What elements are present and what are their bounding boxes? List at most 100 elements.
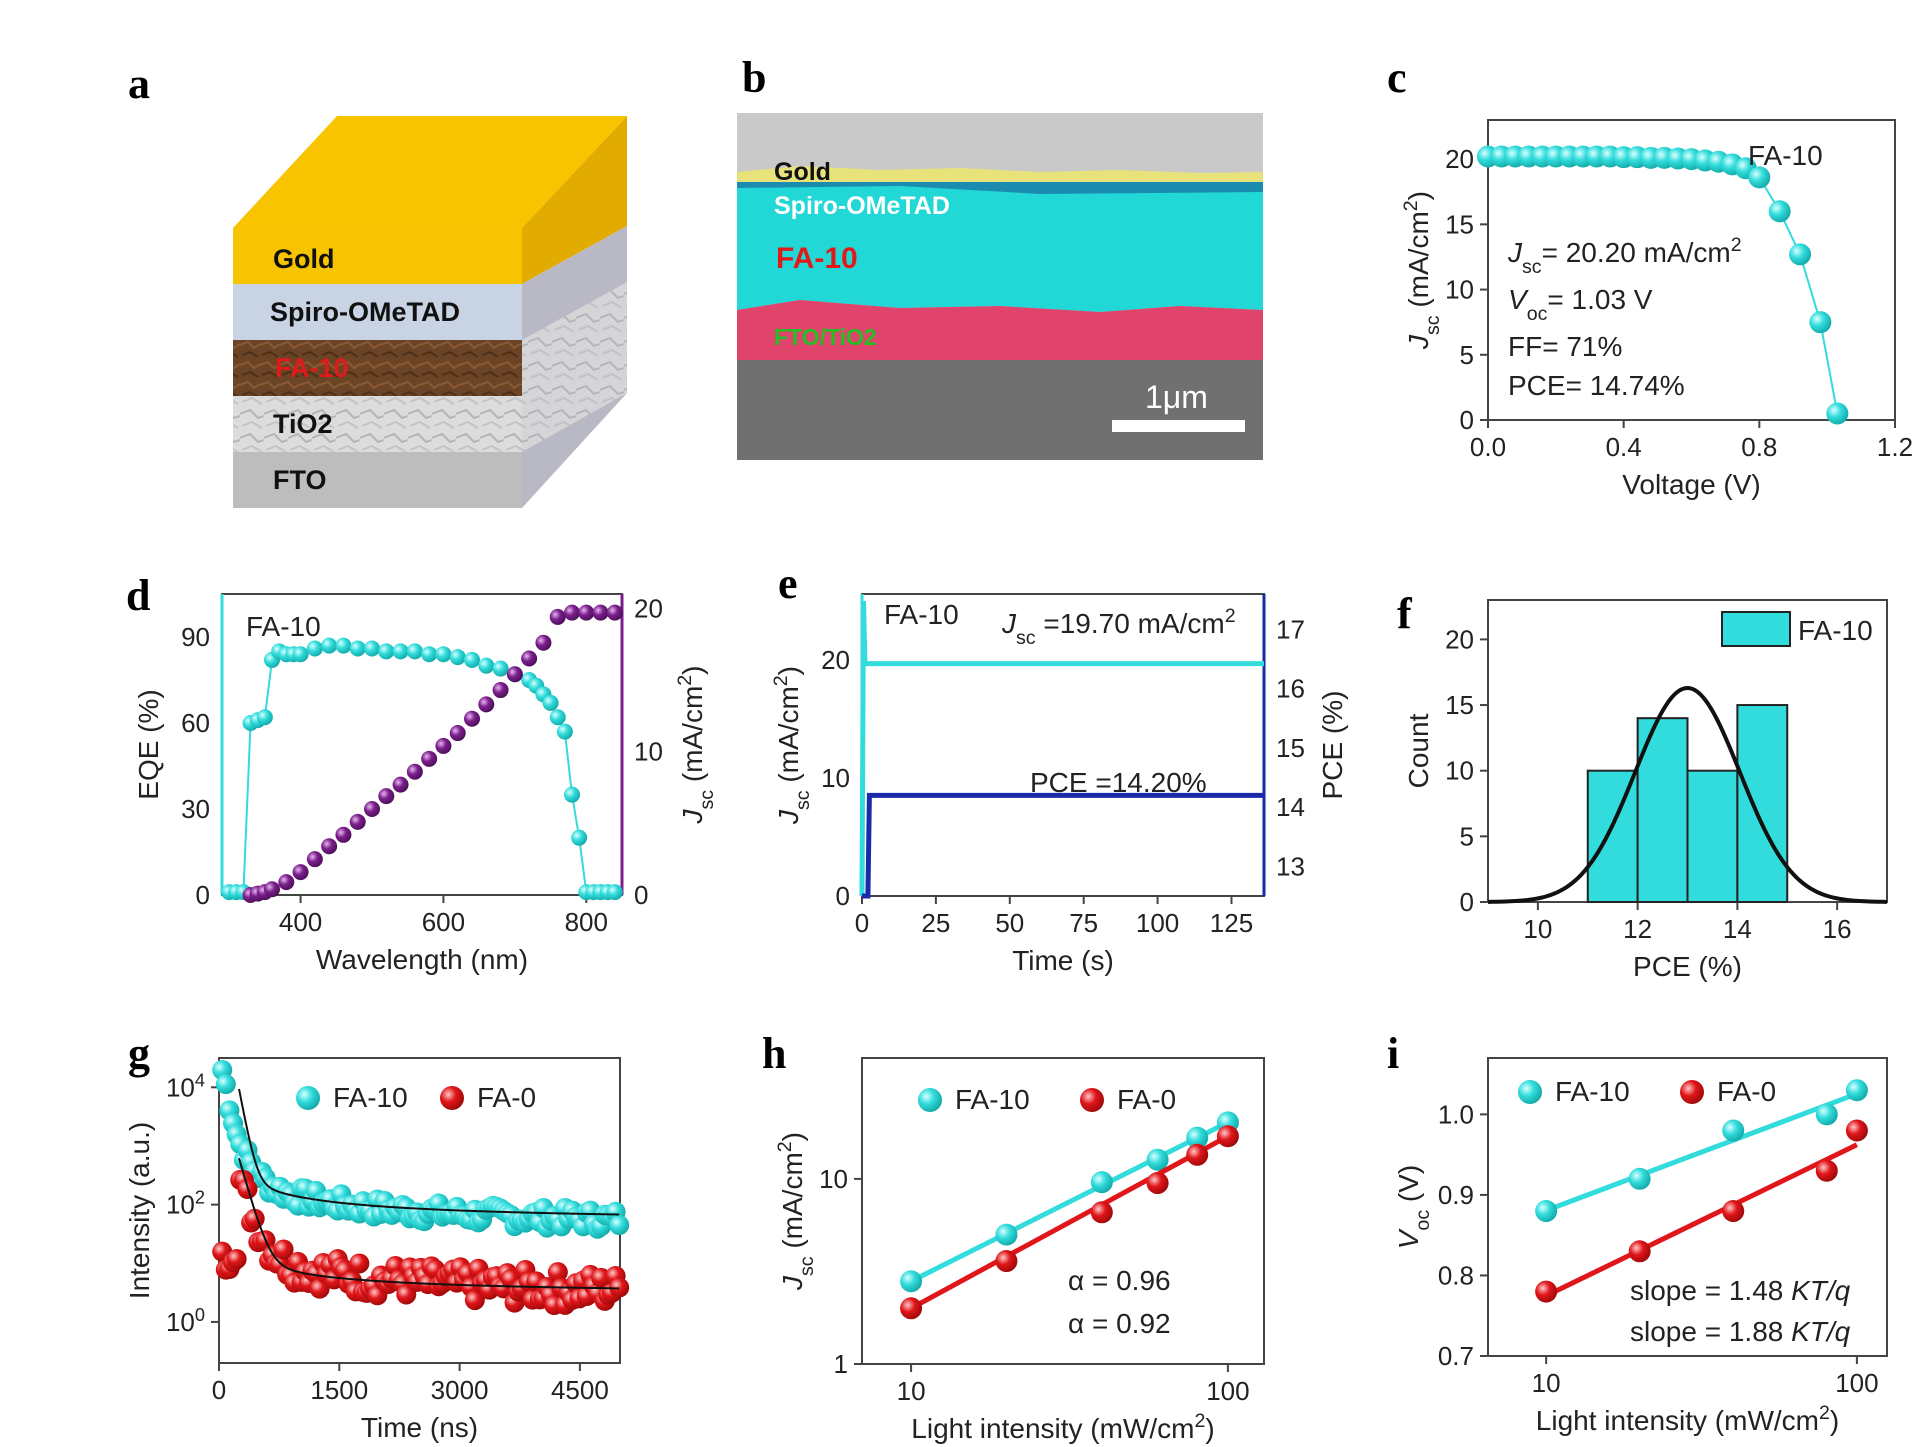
h-fa10-point xyxy=(900,1270,923,1293)
i-xtick-label: 10 xyxy=(1532,1368,1561,1398)
h-xlabel-part: Light intensity (mW/cm xyxy=(911,1413,1194,1444)
d-eqe-point xyxy=(378,643,395,660)
d-jsc-point xyxy=(592,604,609,621)
c-annotation-jsc: Jsc= 20.20 mA/cm2 xyxy=(1507,234,1742,278)
c-data-point xyxy=(1768,200,1791,223)
d-jsc-point xyxy=(564,604,580,621)
c-ylabel-part: sc xyxy=(1422,315,1444,335)
e-y2tick-label: 13 xyxy=(1276,851,1305,881)
d-ylabel: EQE (%) xyxy=(133,689,164,799)
d-jsc-point xyxy=(549,608,566,625)
e-jsc-line xyxy=(859,601,1264,897)
e-y2tick-label: 14 xyxy=(1276,792,1305,822)
c-ylabel-part: ) xyxy=(1403,191,1434,200)
d-xtick-label: 400 xyxy=(279,907,322,937)
c-ytick-label: 0 xyxy=(1460,405,1474,435)
e-xtick-label: 0 xyxy=(855,908,869,938)
c-data-point xyxy=(1826,402,1849,425)
e-annotation-jsc-part: sc xyxy=(1016,627,1036,649)
e-ylabel-part: (mA/cm xyxy=(773,686,804,790)
d-jsc-point xyxy=(464,710,480,727)
d-jsc-point xyxy=(406,763,423,780)
h-ylabel-part: 2 xyxy=(774,1141,796,1152)
device-stack-diagram: Gold Spiro-OMeTAD FA-10 TiO2 FTO xyxy=(233,116,627,508)
g-ytick-label-part: 10 xyxy=(166,1072,195,1102)
c-annotation-jsc-part: = 20.20 mA/cm xyxy=(1542,237,1731,268)
c-xtick-label: 0.0 xyxy=(1470,432,1506,462)
i-ylabel-part: (V) xyxy=(1393,1165,1424,1210)
d-eqe-point xyxy=(449,649,466,666)
d-eqe-point xyxy=(306,640,323,657)
d-eqe-point xyxy=(549,709,566,726)
d-y2label-part: 2 xyxy=(674,675,696,686)
h-fa10-point xyxy=(1186,1126,1209,1149)
d-eqe-point xyxy=(335,637,352,654)
e-xtick-label: 25 xyxy=(921,908,950,938)
d-eqe-point xyxy=(392,643,409,660)
d-jsc-point xyxy=(264,881,280,898)
g-legend-fa0-marker xyxy=(440,1086,464,1110)
h-fa0-point xyxy=(1216,1125,1239,1148)
e-annotation-jsc-part: J xyxy=(1001,608,1017,639)
i-fa0-point xyxy=(1535,1280,1558,1303)
e-ylabel-part: 2 xyxy=(770,675,792,686)
d-y2label-part: ) xyxy=(677,665,708,674)
i-frame xyxy=(1487,1057,1888,1357)
panel-label-e: e xyxy=(778,559,798,608)
i-legend-fa0-marker xyxy=(1680,1080,1704,1104)
h-frame xyxy=(861,1057,1265,1365)
i-ylabel: Voc (V) xyxy=(1393,1165,1434,1250)
h-xlabel-part: ) xyxy=(1205,1413,1214,1444)
panel-label-g: g xyxy=(128,1029,150,1078)
i-fa0-fit-line xyxy=(1545,1142,1858,1299)
d-jsc-point xyxy=(364,801,380,817)
stack-side-gold xyxy=(522,116,627,284)
g-xtick-label: 3000 xyxy=(431,1375,489,1405)
h-fa10-fit-line xyxy=(909,1120,1230,1284)
i-fa0-point xyxy=(1722,1200,1745,1223)
i-fa10-point xyxy=(1722,1119,1745,1142)
g-xtick-label: 1500 xyxy=(310,1375,368,1405)
e-ylabel-part: J xyxy=(773,809,804,825)
h-ylabel-part: ) xyxy=(777,1132,808,1141)
g-fa10-fit xyxy=(238,1088,620,1216)
f-xlabel: PCE (%) xyxy=(1633,951,1742,982)
f-xtick-label: 16 xyxy=(1823,914,1852,944)
scale-bar-label: 1μm xyxy=(1145,379,1208,415)
c-xlabel: Voltage (V) xyxy=(1622,469,1761,500)
i-fa10-point xyxy=(1845,1079,1868,1102)
c-annotation-voc-part: = 1.03 V xyxy=(1547,284,1652,315)
e-xlabel: Time (s) xyxy=(1012,945,1114,976)
h-xlabel: Light intensity (mW/cm2) xyxy=(911,1410,1214,1444)
i-fa10-point xyxy=(1535,1200,1558,1223)
i-xtick-label: 100 xyxy=(1835,1368,1878,1398)
d-jsc-point xyxy=(335,826,352,843)
d-eqe-point xyxy=(321,637,338,654)
f-bar xyxy=(1686,769,1739,904)
e-frame xyxy=(861,593,1265,897)
i-legend-fa10-marker xyxy=(1518,1080,1542,1104)
c-annotation-voc: Voc= 1.03 V xyxy=(1508,284,1653,325)
i-fa0-point xyxy=(1845,1119,1868,1142)
f-bar xyxy=(1736,704,1789,903)
g-legend-fa10-label: FA-10 xyxy=(333,1082,408,1113)
i-fa10-point xyxy=(1628,1167,1651,1190)
f-ylabel: Count xyxy=(1403,713,1434,788)
c-annotation-jsc-part: sc xyxy=(1522,256,1542,278)
sem-label-fa10: FA-10 xyxy=(776,242,858,275)
layer-gold xyxy=(233,228,522,284)
i-legend-fa10-label: FA-10 xyxy=(1555,1076,1630,1107)
h-fa0-fit-line xyxy=(909,1134,1230,1311)
e-xtick-label: 100 xyxy=(1136,908,1179,938)
h-xlabel-part: 2 xyxy=(1194,1410,1205,1432)
c-xtick-label: 0.4 xyxy=(1606,432,1642,462)
h-alpha-fa10: α = 0.96 xyxy=(1068,1265,1171,1296)
sem-label-gold: Gold xyxy=(774,158,831,186)
d-jsc-point xyxy=(578,604,595,621)
layer-fa10 xyxy=(233,340,522,396)
e-title: FA-10 xyxy=(884,599,959,630)
c-xtick-label: 1.2 xyxy=(1877,432,1913,462)
d-eqe-point xyxy=(492,660,509,677)
e-annotation-pce: PCE =14.20% xyxy=(1030,767,1207,798)
g-fa0-point xyxy=(464,1290,485,1311)
